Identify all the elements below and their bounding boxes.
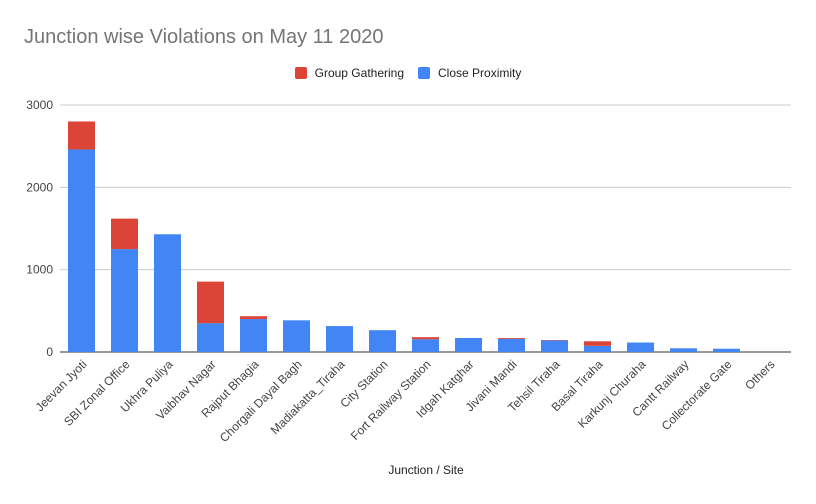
legend-label-close-proximity: Close Proximity — [438, 66, 522, 80]
bar-close-proximity — [498, 338, 525, 352]
bar-close-proximity — [111, 249, 138, 352]
bar-group-gathering — [498, 338, 525, 339]
bar-close-proximity — [670, 348, 697, 352]
bar-group-gathering — [412, 337, 439, 340]
bar-close-proximity — [326, 326, 353, 352]
bar-group-gathering — [111, 218, 138, 250]
x-tick-label: Fort Railway Station — [348, 357, 434, 443]
x-tick-label: Chorgali Dayal Bagh — [217, 357, 305, 445]
bar-close-proximity — [68, 149, 95, 352]
legend-label-group-gathering: Group Gathering — [314, 66, 405, 80]
bar-group-gathering — [240, 316, 267, 320]
bar-close-proximity — [713, 348, 740, 352]
bar-close-proximity — [584, 345, 611, 352]
bar-close-proximity — [197, 323, 224, 352]
bar-close-proximity — [283, 320, 310, 352]
y-tick-label: 1000 — [26, 263, 53, 277]
legend: Group Gathering Close Proximity — [0, 66, 816, 80]
bar-close-proximity — [455, 338, 482, 352]
bar-group-gathering — [197, 281, 224, 324]
x-tick-label: Others — [742, 357, 777, 392]
bar-close-proximity — [240, 319, 267, 352]
bar-close-proximity — [541, 340, 568, 352]
bar-group-gathering — [68, 121, 95, 150]
bar-close-proximity — [412, 339, 439, 352]
bar-close-proximity — [154, 234, 181, 352]
y-tick-label: 3000 — [26, 98, 53, 112]
bar-close-proximity — [627, 342, 654, 352]
y-tick-label: 2000 — [26, 180, 53, 194]
legend-item-close-proximity[interactable]: Close Proximity — [418, 66, 521, 80]
x-tick-label: Madiakatta_Tiraha — [268, 357, 348, 437]
bar-group-gathering — [584, 341, 611, 346]
x-axis-title: Junction / Site — [388, 463, 464, 477]
y-tick-label: 0 — [46, 345, 53, 359]
chart-title: Junction wise Violations on May 11 2020 — [24, 26, 384, 48]
bar-close-proximity — [369, 330, 396, 352]
legend-item-group-gathering[interactable]: Group Gathering — [294, 66, 405, 80]
legend-swatch-group-gathering — [294, 67, 307, 79]
legend-swatch-close-proximity — [418, 67, 431, 79]
